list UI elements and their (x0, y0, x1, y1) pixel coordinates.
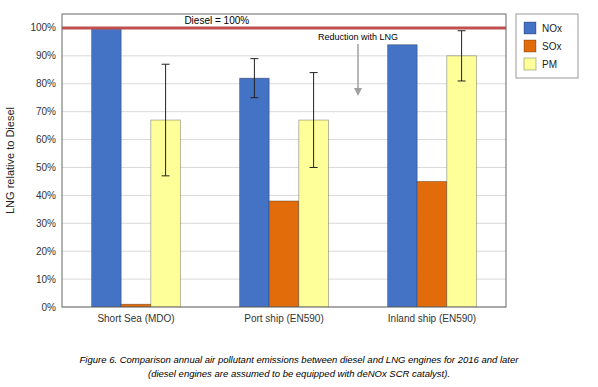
legend: NOx SOx PM (516, 14, 578, 78)
error-stem (461, 31, 462, 81)
error-stem (313, 73, 314, 168)
grid-line (62, 83, 506, 84)
error-cap (310, 72, 318, 73)
y-tick-label: 20% (36, 246, 56, 257)
y-tick-label: 30% (36, 218, 56, 229)
y-tick-label: 60% (36, 134, 56, 145)
error-bar (458, 31, 466, 81)
reference-line (62, 26, 506, 29)
grid-line (62, 167, 506, 168)
bar (240, 78, 270, 307)
error-cap (250, 97, 258, 98)
bar (417, 181, 447, 307)
error-cap (162, 64, 170, 65)
annotation-arrow (357, 44, 359, 89)
grid-line (62, 139, 506, 140)
reference-label: Diesel = 100% (184, 15, 249, 26)
annotation: Reduction with LNG (318, 32, 398, 42)
y-tick-label: 0% (42, 302, 57, 313)
y-tick-label: 90% (36, 50, 56, 61)
error-cap (310, 167, 318, 168)
y-tick-label: 50% (36, 162, 56, 173)
bar (388, 45, 418, 307)
grid (62, 28, 506, 307)
caption: Figure 6. Comparison annual air pollutan… (80, 354, 520, 365)
error-cap (162, 175, 170, 176)
error-bar (250, 59, 258, 98)
x-tick-label: Short Sea (MDO) (97, 313, 174, 324)
plot-frame (62, 14, 506, 307)
error-cap (250, 58, 258, 59)
bar (269, 201, 299, 307)
legend-label: SOx (542, 41, 561, 52)
legend-swatch (524, 22, 536, 34)
x-tick-label: Port ship (EN590) (244, 313, 323, 324)
y-tick-label: 100% (30, 22, 56, 33)
legend-swatch (524, 58, 536, 70)
y-tick-label: 10% (36, 274, 56, 285)
bar (447, 56, 477, 307)
y-axis-label: LNG relative to Diesel (4, 107, 16, 214)
caption: (diesel engines are assumed to be equipp… (148, 368, 450, 379)
legend-label: NOx (542, 23, 562, 34)
legend-label: PM (542, 59, 557, 70)
chart: 0% 10% 20% 30% 40% 50% 60% 70% 80% 90% 100% Diesel … (0, 0, 598, 387)
y-tick-label: 70% (36, 106, 56, 117)
error-cap (458, 80, 466, 81)
error-stem (165, 64, 166, 176)
bars (92, 28, 477, 307)
y-tick-label: 40% (36, 190, 56, 201)
grid-line (62, 27, 506, 28)
error-bar (310, 73, 318, 168)
y-tick-label: 80% (36, 78, 56, 89)
error-cap (458, 30, 466, 31)
error-bar (162, 64, 170, 176)
legend-swatch (524, 40, 536, 52)
legend-box (516, 14, 578, 78)
x-tick-label: Inland ship (EN590) (388, 313, 476, 324)
grid-line (62, 55, 506, 56)
error-stem (254, 59, 255, 98)
grid-line (62, 111, 506, 112)
bar (92, 28, 122, 307)
annotation-arrowhead (354, 88, 362, 96)
